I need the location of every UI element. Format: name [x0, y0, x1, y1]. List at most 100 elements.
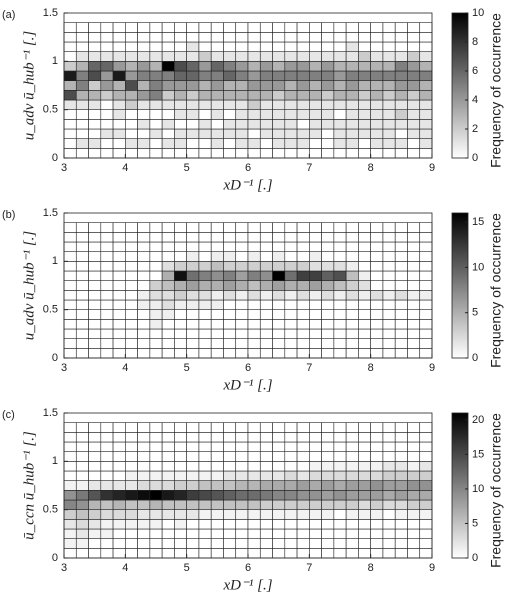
- cell: [333, 499, 347, 510]
- cell: [63, 138, 77, 149]
- cell: [309, 290, 322, 301]
- cell: [358, 261, 371, 272]
- cell: [247, 51, 261, 62]
- cell: [284, 441, 298, 452]
- cell: [407, 509, 421, 520]
- cell: [296, 241, 310, 252]
- cell: [137, 32, 151, 43]
- cell: [247, 290, 261, 301]
- cell: [198, 51, 212, 62]
- cell: [174, 80, 187, 91]
- colorbar-tick-label: 0: [472, 352, 478, 364]
- cell: [186, 70, 200, 81]
- cell: [88, 222, 102, 233]
- cell: [259, 441, 273, 452]
- cell: [88, 319, 102, 330]
- cell: [137, 348, 151, 359]
- cell: [161, 441, 175, 452]
- cell: [223, 328, 237, 339]
- cell: [198, 148, 212, 159]
- x-tick-label: 3: [61, 362, 67, 374]
- cell: [382, 280, 396, 291]
- cell: [235, 128, 249, 139]
- cell: [321, 290, 335, 301]
- cell: [161, 51, 175, 62]
- cell: [235, 528, 249, 539]
- cell: [149, 138, 163, 149]
- cell: [382, 328, 396, 339]
- cell: [75, 328, 89, 339]
- cell: [259, 61, 273, 72]
- cell: [419, 309, 433, 320]
- cell: [296, 22, 310, 33]
- cell: [174, 251, 187, 262]
- cell: [174, 222, 187, 233]
- cell: [370, 148, 384, 159]
- cell: [358, 128, 371, 139]
- cell: [284, 261, 298, 272]
- cell: [272, 222, 286, 233]
- cell: [88, 61, 102, 72]
- cell: [259, 461, 273, 472]
- cell: [88, 519, 102, 530]
- cell: [284, 309, 298, 320]
- cell: [345, 128, 359, 139]
- cell: [137, 338, 151, 349]
- cell: [100, 499, 114, 510]
- cell: [419, 70, 433, 81]
- cell: [149, 480, 163, 491]
- cell: [358, 490, 371, 501]
- cell: [88, 309, 102, 320]
- cell: [272, 251, 286, 262]
- cell: [321, 309, 335, 320]
- cell: [125, 451, 138, 462]
- cell: [210, 22, 224, 33]
- cell: [223, 261, 237, 272]
- cell: [137, 119, 151, 130]
- cell: [198, 538, 212, 549]
- cell: [333, 451, 347, 462]
- cell: [394, 138, 408, 149]
- cell: [75, 499, 89, 510]
- cell: [235, 299, 249, 310]
- cell: [137, 128, 151, 139]
- cell: [259, 270, 273, 281]
- cell: [137, 222, 151, 233]
- cell: [247, 548, 261, 559]
- cell: [321, 128, 335, 139]
- colorbar-tick-label: 2: [472, 123, 478, 135]
- cell: [75, 480, 89, 491]
- cell: [296, 461, 310, 472]
- cell: [63, 270, 77, 281]
- cell: [394, 441, 408, 452]
- cell: [223, 280, 237, 291]
- x-tick-label: 6: [245, 562, 251, 574]
- cell: [63, 280, 77, 291]
- cell: [358, 280, 371, 291]
- cell: [137, 138, 151, 149]
- cell: [419, 519, 433, 530]
- cell: [75, 319, 89, 330]
- cell: [296, 128, 310, 139]
- cell: [407, 480, 421, 491]
- cell: [149, 348, 163, 359]
- cell: [382, 80, 396, 91]
- cell: [394, 432, 408, 443]
- cell: [210, 538, 224, 549]
- cell: [345, 328, 359, 339]
- cell: [100, 480, 114, 491]
- cell: [75, 70, 89, 81]
- cell: [88, 261, 102, 272]
- cell: [407, 241, 421, 252]
- cell: [333, 90, 347, 101]
- cell: [186, 41, 200, 52]
- cell: [161, 148, 175, 159]
- cell: [235, 309, 249, 320]
- cell: [100, 270, 114, 281]
- cell: [272, 441, 286, 452]
- cell: [100, 319, 114, 330]
- cell: [259, 222, 273, 233]
- cell: [174, 232, 187, 243]
- cell: [333, 128, 347, 139]
- cell: [198, 441, 212, 452]
